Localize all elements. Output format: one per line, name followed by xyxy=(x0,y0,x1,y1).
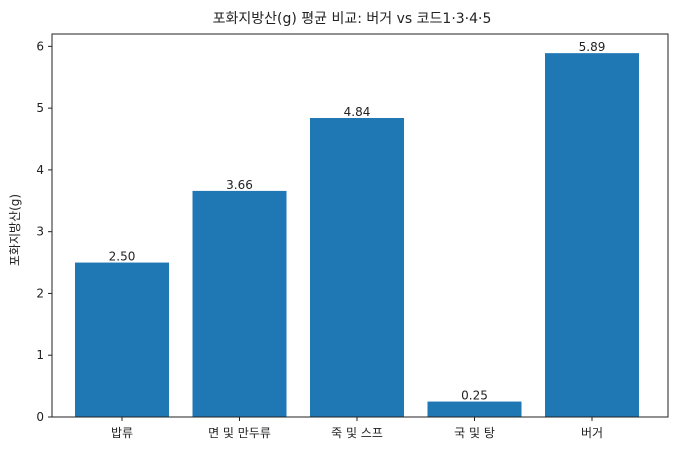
x-tick-label-1: 면 및 만두류 xyxy=(208,426,271,440)
bar-1 xyxy=(192,190,287,417)
chart-title: 포화지방산(g) 평균 비교: 버거 vs 코드1·3·4·5 xyxy=(213,11,492,27)
x-tick-label-0: 밥류 xyxy=(111,426,133,440)
x-axis: 밥류 면 및 만두류 죽 및 스프 국 및 탕 버거 xyxy=(111,417,603,440)
data-label-3: 0.25 xyxy=(461,389,488,403)
data-label-0: 2.50 xyxy=(109,250,136,264)
bar-3 xyxy=(427,401,522,417)
data-labels-group: 2.50 3.66 4.84 0.25 5.89 xyxy=(109,40,606,402)
y-tick-label-4: 4 xyxy=(36,163,44,177)
y-tick-label-6: 6 xyxy=(36,39,44,53)
bar-4 xyxy=(545,53,639,418)
bar-2 xyxy=(310,118,404,417)
y-axis: 0 1 2 3 4 5 6 xyxy=(36,39,52,424)
y-axis-label: 포화지방산(g) xyxy=(8,194,22,266)
x-tick-label-3: 국 및 탕 xyxy=(454,426,495,440)
y-tick-label-3: 3 xyxy=(36,225,44,239)
y-tick-label-1: 1 xyxy=(36,348,44,362)
data-label-1: 3.66 xyxy=(226,178,253,192)
bars-group xyxy=(75,53,639,418)
y-tick-label-0: 0 xyxy=(36,410,44,424)
y-tick-label-2: 2 xyxy=(36,286,44,300)
data-label-2: 4.84 xyxy=(344,105,371,119)
y-tick-label-5: 5 xyxy=(36,101,44,115)
x-tick-label-2: 죽 및 스프 xyxy=(331,426,383,440)
plot-frame xyxy=(51,33,669,418)
data-label-4: 5.89 xyxy=(579,40,606,54)
x-tick-label-4: 버거 xyxy=(581,426,603,440)
bar-0 xyxy=(75,262,169,417)
